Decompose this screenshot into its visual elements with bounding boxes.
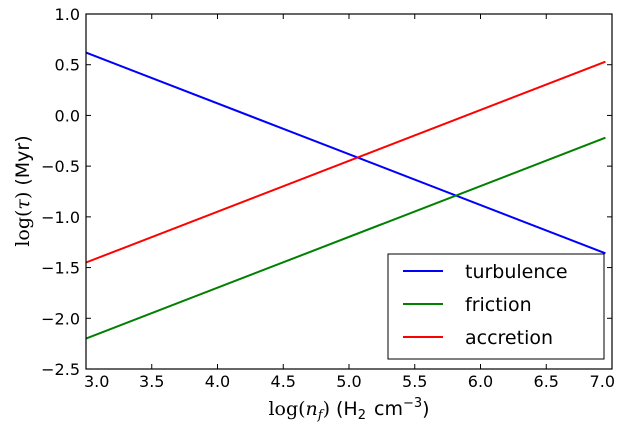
y-tick-label: −2.0 [41,309,80,328]
ticks-layer: 3.0 3.5 4.0 4.5 5.0 5.5 6.0 6.5 7.0 1.0 0.5 0.0 −0.5… [41,5,615,391]
x-tick-label: 5.5 [402,372,427,391]
y-axis-label-unit: (Myr) [12,135,34,185]
x-axis-label: log(nf) (H2 cm−3) [268,396,429,423]
x-tick-label: 6.0 [468,372,493,391]
series-layer [85,51,606,340]
x-axis-label-unit-b: cm [374,398,403,420]
x-axis-label-unit-a: (H [336,398,358,420]
legend-label-accretion: accretion [465,327,553,349]
legend: turbulence friction accretion [387,253,605,360]
y-tick-label: −0.5 [41,157,80,176]
x-tick-label: 3.0 [84,372,109,391]
x-axis-label-unit-b-superscript: −3 [403,396,422,411]
y-tick-label: −1.5 [41,259,80,278]
y-tick-label: 0.0 [55,106,80,125]
x-tick-label: 3.5 [139,372,164,391]
series-line-turbulence [85,51,606,255]
plot-frame [85,13,613,370]
legend-label-turbulence: turbulence [465,261,568,283]
y-tick-label: −1.0 [41,208,80,227]
y-axis-label-close: ) [12,192,34,199]
y-tick-label: −2.5 [41,360,80,379]
series-line-accretion [85,60,606,264]
y-tick-label: 1.0 [55,5,80,24]
y-axis-label-var: τ [12,199,34,210]
y-axis-label-fn: log( [12,210,34,247]
x-axis-label-unit-close: ) [422,398,429,420]
x-tick-label: 7.0 [590,372,615,391]
x-tick-label: 4.5 [271,372,296,391]
x-axis-label-var-subscript: f [317,408,325,423]
x-axis-label-close: ) [323,398,330,420]
x-axis-label-fn: log( [268,398,305,420]
series-line-friction [85,136,606,340]
y-axis-label: log(τ) (Myr) [12,135,34,246]
legend-label-friction: friction [465,294,532,316]
x-tick-label: 5.0 [336,372,361,391]
x-tick-label: 4.0 [205,372,230,391]
y-tick-label: 0.5 [55,56,80,75]
x-axis-label-var: n [306,398,318,420]
x-axis-label-unit-a-subscript: 2 [358,408,366,423]
legend-entries: turbulence friction accretion [403,261,568,349]
x-tick-label: 6.5 [534,372,559,391]
